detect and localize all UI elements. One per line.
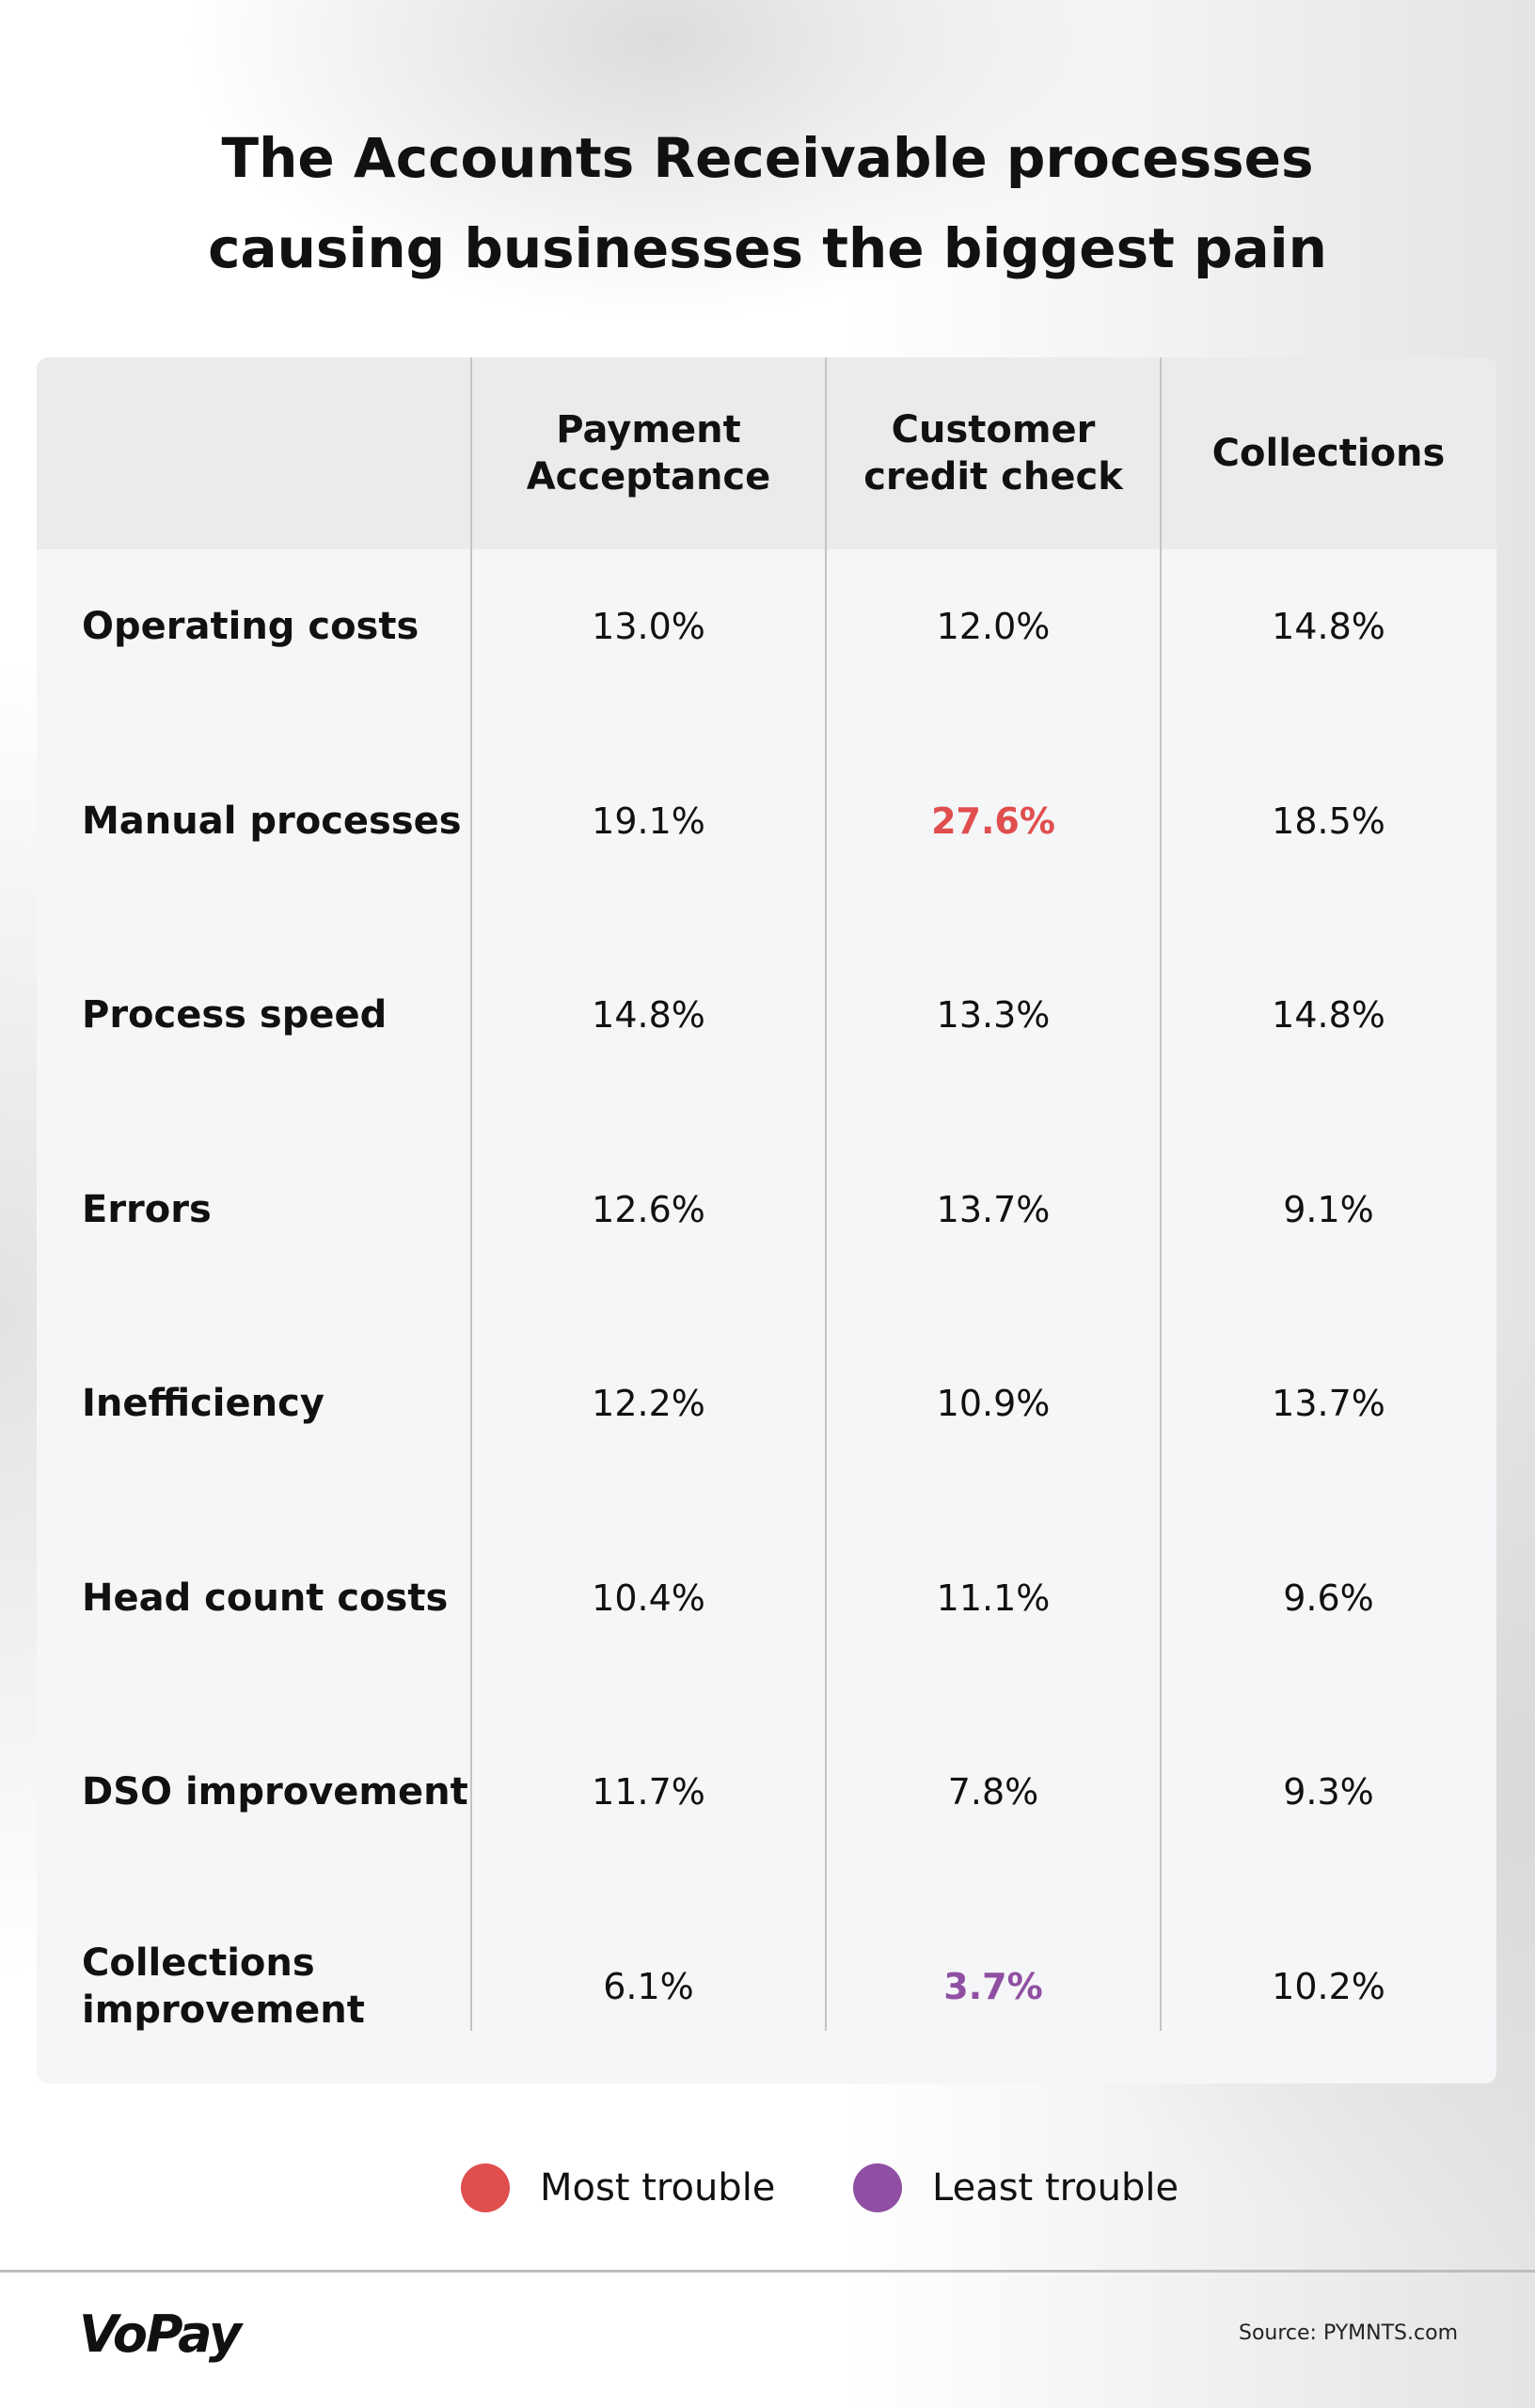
value-cell: 11.1% xyxy=(936,1576,1051,1619)
value-cell: 12.2% xyxy=(592,1383,705,1424)
value-cell: 14.8% xyxy=(592,994,705,1036)
row-label-line: DSO improvement xyxy=(82,1770,468,1814)
row-label: Errors xyxy=(82,1133,212,1287)
table-row: Manual processes 19.1% 27.6% 18.5% xyxy=(37,744,1496,938)
row-label-line: Collections xyxy=(82,1941,315,1985)
legend-least-trouble: Least trouble xyxy=(853,2163,1179,2212)
row-label: Operating costs xyxy=(82,549,419,704)
row-label: Collections improvement xyxy=(82,1909,365,2064)
title-line-1: The Accounts Receivable processes xyxy=(221,126,1314,190)
value-cell-most-trouble: 27.6% xyxy=(931,800,1055,842)
value-cell: 10.4% xyxy=(592,1576,705,1619)
value-cell: 18.5% xyxy=(1272,800,1385,842)
value-cell: 10.9% xyxy=(936,1383,1051,1424)
column-header: Payment Acceptance xyxy=(471,357,826,549)
column-divider xyxy=(1160,357,1162,2031)
table-row: Inefficiency 12.2% 10.9% 13.7% xyxy=(37,1326,1496,1520)
value-cell: 13.0% xyxy=(592,606,705,647)
legend-most-trouble: Most trouble xyxy=(461,2163,775,2212)
table-row: Collections improvement 6.1% 3.7% 10.2% xyxy=(37,1909,1496,2084)
column-header-line: credit check xyxy=(863,455,1123,499)
source-credit: Source: PYMNTS.com xyxy=(1238,2321,1458,2345)
value-cell: 9.6% xyxy=(1283,1576,1374,1619)
value-cell: 11.7% xyxy=(592,1771,705,1813)
row-label: Process speed xyxy=(82,938,387,1092)
chart-title: The Accounts Receivable processes causin… xyxy=(0,113,1535,293)
column-header-line: Acceptance xyxy=(526,455,771,499)
legend-label: Most trouble xyxy=(540,2166,776,2210)
row-label: Manual processes xyxy=(82,744,462,898)
column-divider xyxy=(825,357,827,2031)
table-row: Errors 12.6% 13.7% 9.1% xyxy=(37,1133,1496,1326)
value-cell-least-trouble: 3.7% xyxy=(943,1965,1043,2007)
value-cell: 10.2% xyxy=(1272,1965,1385,2007)
vopay-logo: VoPay xyxy=(79,2305,242,2364)
row-label-line: Errors xyxy=(82,1187,212,1231)
table-row: Operating costs 13.0% 12.0% 14.8% xyxy=(37,549,1496,743)
row-label-line: Inefficiency xyxy=(82,1382,324,1425)
row-label-line: Operating costs xyxy=(82,605,419,648)
value-cell: 9.3% xyxy=(1283,1771,1374,1813)
red-dot-icon xyxy=(461,2163,510,2212)
value-cell: 6.1% xyxy=(603,1965,694,2007)
table-header xyxy=(37,357,1496,549)
value-cell: 14.8% xyxy=(1272,994,1385,1036)
footer-divider xyxy=(0,2270,1535,2273)
value-cell: 19.1% xyxy=(592,800,705,842)
row-label: Head count costs xyxy=(82,1521,448,1675)
value-cell: 7.8% xyxy=(947,1771,1039,1813)
table-row: DSO improvement 11.7% 7.8% 9.3% xyxy=(37,1715,1496,1909)
row-label-line: Process speed xyxy=(82,993,388,1037)
value-cell: 13.7% xyxy=(1272,1383,1385,1424)
column-divider xyxy=(470,357,472,2031)
table-row: Process speed 14.8% 13.3% 14.8% xyxy=(37,938,1496,1132)
value-cell: 14.8% xyxy=(1272,606,1385,647)
legend-label: Least trouble xyxy=(932,2166,1179,2210)
title-line-2: causing businesses the biggest pain xyxy=(208,216,1327,280)
value-cell: 13.3% xyxy=(936,994,1051,1036)
purple-dot-icon xyxy=(853,2163,902,2212)
value-cell: 12.6% xyxy=(592,1188,705,1230)
row-label-line: improvement xyxy=(82,1988,365,2032)
row-label: Inefficiency xyxy=(82,1326,324,1481)
value-cell: 9.1% xyxy=(1283,1188,1374,1230)
value-cell: 13.7% xyxy=(936,1188,1051,1230)
row-label: DSO improvement xyxy=(82,1715,468,1869)
column-header: Collections xyxy=(1161,357,1496,549)
column-header: Customer credit check xyxy=(826,357,1161,549)
value-cell: 12.0% xyxy=(936,606,1051,647)
column-header-line: Collections xyxy=(1211,432,1446,475)
row-label-line: Head count costs xyxy=(82,1576,449,1620)
row-label-line: Manual processes xyxy=(82,799,462,843)
data-table: Payment Acceptance Customer credit check Col… xyxy=(37,357,1496,2083)
table-row: Head count costs 10.4% 11.1% 9.6% xyxy=(37,1521,1496,1715)
column-header-line: Payment xyxy=(556,408,741,452)
column-header-line: Customer xyxy=(891,408,1096,452)
